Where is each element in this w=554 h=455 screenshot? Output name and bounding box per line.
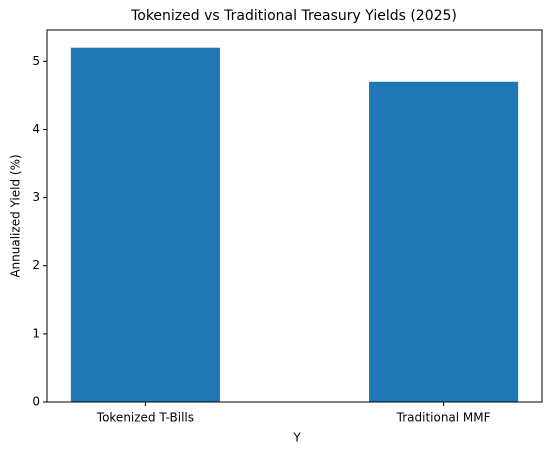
y-tick-label: 3 — [32, 190, 40, 204]
y-tick-label: 1 — [32, 326, 40, 340]
x-tick-label: Tokenized T-Bills — [96, 411, 194, 425]
y-tick-label: 5 — [32, 54, 40, 68]
y-tick-label: 4 — [32, 122, 40, 136]
bar — [70, 47, 220, 402]
x-tick-label: Traditional MMF — [396, 411, 491, 425]
y-tick-label: 2 — [32, 258, 40, 272]
x-axis-label: Y — [292, 431, 301, 445]
y-axis-label: Annualized Yield (%) — [9, 154, 23, 277]
bar — [369, 81, 519, 403]
y-tick-label: 0 — [32, 395, 40, 409]
plot-frame — [46, 29, 543, 403]
chart-title: Tokenized vs Traditional Treasury Yields… — [130, 8, 457, 24]
